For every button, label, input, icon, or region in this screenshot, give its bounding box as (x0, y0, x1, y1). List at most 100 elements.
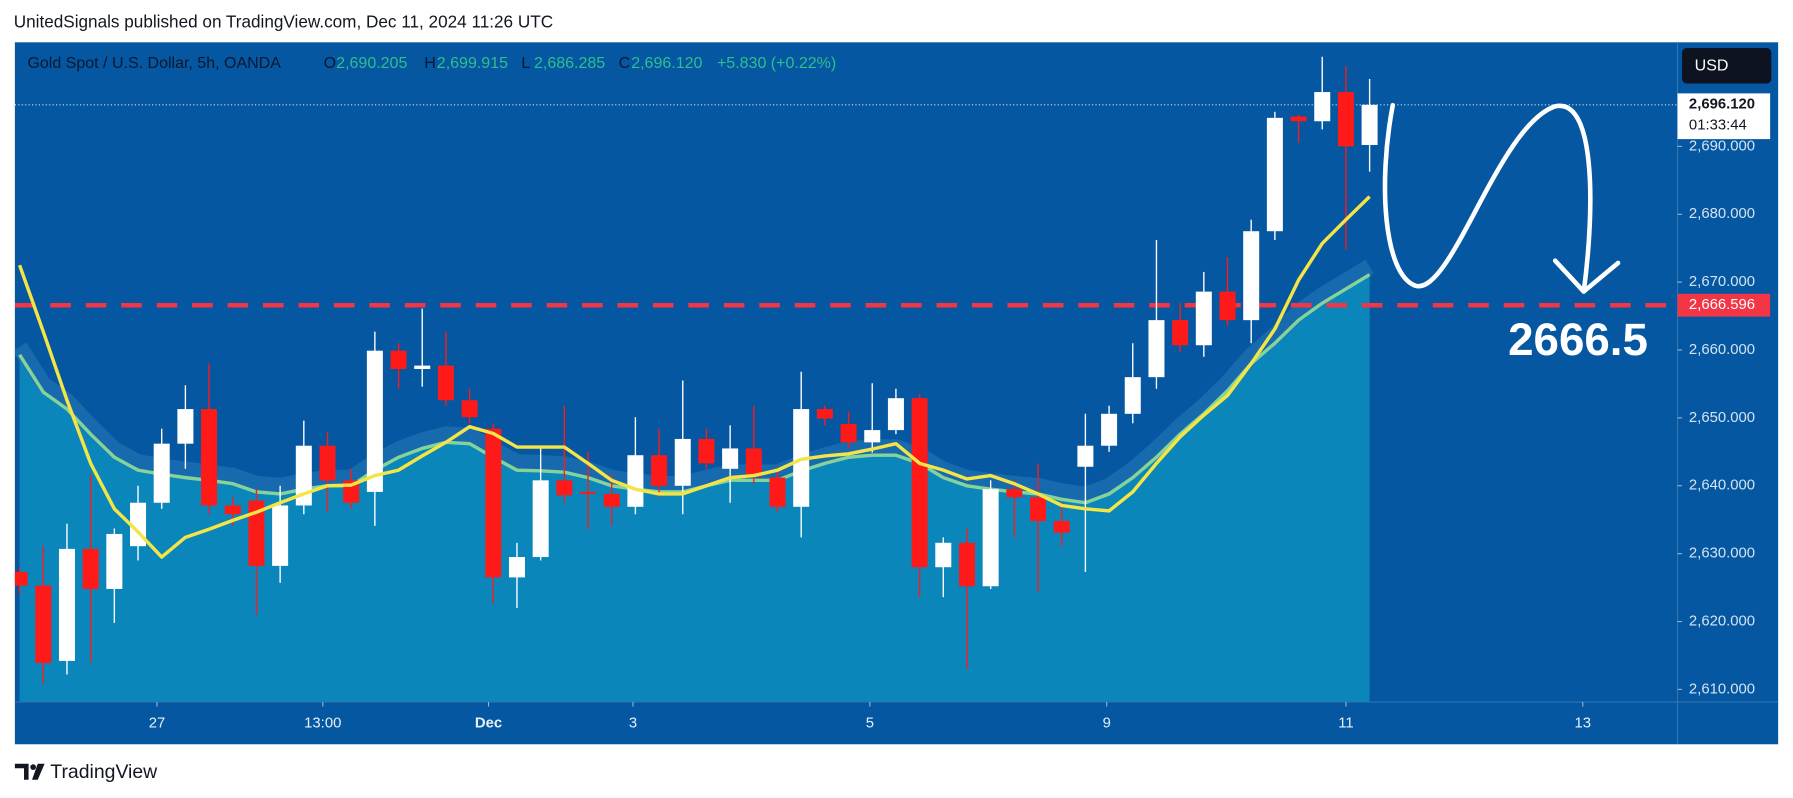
logo-dot (30, 764, 37, 770)
candle-body (1219, 291, 1236, 321)
candle-body (272, 505, 289, 566)
plot-area (14, 56, 1678, 702)
y-tick-label: 2,620.000 (1689, 613, 1755, 629)
candle-body (603, 493, 620, 507)
countdown-label: 01:33:44 (1689, 117, 1747, 133)
candle-body (887, 398, 904, 431)
logo-slash (32, 763, 45, 780)
legend-value: 2,696.120 (631, 55, 702, 72)
y-tick-label: 2,630.000 (1689, 546, 1755, 562)
candle-body (248, 500, 265, 566)
y-tick-label: 2,650.000 (1689, 410, 1755, 426)
candle-body (745, 448, 762, 477)
legend-value: 2,690.205 (336, 55, 407, 72)
y-tick-label: 2,610.000 (1689, 681, 1755, 697)
candle-body (1053, 521, 1070, 533)
candle-body (1030, 497, 1047, 522)
candle-body (177, 409, 194, 444)
candle-body (201, 409, 218, 506)
x-tick-label: Dec (475, 716, 502, 732)
legend-value: 2,699.915 (437, 55, 508, 72)
level-tag-label: 2,666.596 (1689, 297, 1755, 313)
candle-body (82, 548, 99, 589)
candle-body (580, 491, 597, 494)
legend-change: +5.830 (+0.22%) (717, 55, 836, 72)
candle-body (35, 585, 52, 663)
x-tick-label: 9 (1103, 716, 1111, 732)
candle-body (935, 542, 952, 568)
candle-body (1172, 320, 1189, 346)
legend-title: Gold Spot / U.S. Dollar, 5h, OANDA (27, 55, 281, 72)
x-tick-label: 5 (866, 716, 874, 732)
x-tick-label: 3 (629, 716, 637, 732)
candle-body (911, 398, 928, 568)
candle-body (674, 438, 691, 486)
candle-body (437, 365, 454, 401)
candle-body (1124, 377, 1141, 414)
x-tick-label: 27 (149, 716, 166, 732)
candle-body (366, 350, 383, 492)
footer-brand: TradingView (50, 761, 158, 783)
legend-value: 2,686.285 (534, 55, 605, 72)
candle-body (651, 455, 668, 486)
x-tick-label: 11 (1338, 716, 1353, 732)
axes: 2,610.000 2,620.000 2,630.000 2,640.000 2,65… (27, 55, 1771, 732)
area-band (14, 259, 1374, 503)
candle-body (106, 533, 123, 589)
candle-body (508, 557, 525, 578)
tradingview-logo (14, 763, 45, 780)
y-tick-label: 2,640.000 (1689, 478, 1755, 494)
legend-key: L (521, 55, 530, 72)
candle-body (1148, 320, 1165, 378)
y-tick-label: 2,690.000 (1689, 138, 1755, 154)
legend-key: C (619, 55, 631, 72)
logo-mark (14, 763, 29, 780)
candle-body (485, 428, 502, 578)
currency-label: USD (1695, 58, 1729, 75)
currency-button[interactable] (1682, 48, 1772, 84)
area-fill (19, 274, 1370, 702)
candle-body (414, 365, 431, 370)
x-tick-label: 13:00 (304, 716, 341, 732)
y-tick-label: 2,670.000 (1689, 274, 1755, 290)
candle-body (58, 548, 75, 661)
candle-body (982, 489, 999, 587)
candle-body (1266, 117, 1283, 232)
moving-average (17, 195, 1371, 559)
candle-body (722, 448, 739, 469)
x-tick-label: 13 (1575, 716, 1592, 732)
candle-body (1077, 445, 1094, 467)
candle-body (319, 445, 336, 481)
candle-body (958, 542, 975, 587)
candle-body (14, 571, 28, 586)
candle-body (1337, 92, 1354, 147)
legend-key: O (324, 55, 336, 72)
candle-body (390, 350, 407, 370)
candle-body (224, 505, 241, 515)
candle-body (1195, 291, 1212, 346)
candle-body (698, 438, 715, 464)
hand-drawn-arrow (1382, 102, 1621, 294)
candle-body (1314, 92, 1331, 122)
candle-body (1290, 116, 1307, 122)
price-tag (1677, 93, 1771, 140)
y-tick-label: 2,660.000 (1689, 342, 1755, 358)
candle-body (532, 480, 549, 558)
candle-body (461, 400, 478, 418)
level-tag (1677, 293, 1771, 317)
publish-header: UnitedSignals published on TradingView.c… (14, 11, 553, 31)
candle-body (556, 480, 573, 496)
candle-body (1243, 231, 1260, 321)
candle-body (1101, 413, 1118, 446)
candle-body (840, 423, 857, 443)
candle-body (153, 443, 170, 503)
candle-body (1361, 104, 1378, 145)
candle-body (816, 409, 833, 419)
target-annotation: 2666.5 (1508, 314, 1648, 365)
candle-body (1006, 489, 1023, 498)
candle-body (295, 445, 312, 506)
price-tag-label: 2,696.120 (1689, 97, 1755, 113)
candle-body (769, 477, 786, 507)
